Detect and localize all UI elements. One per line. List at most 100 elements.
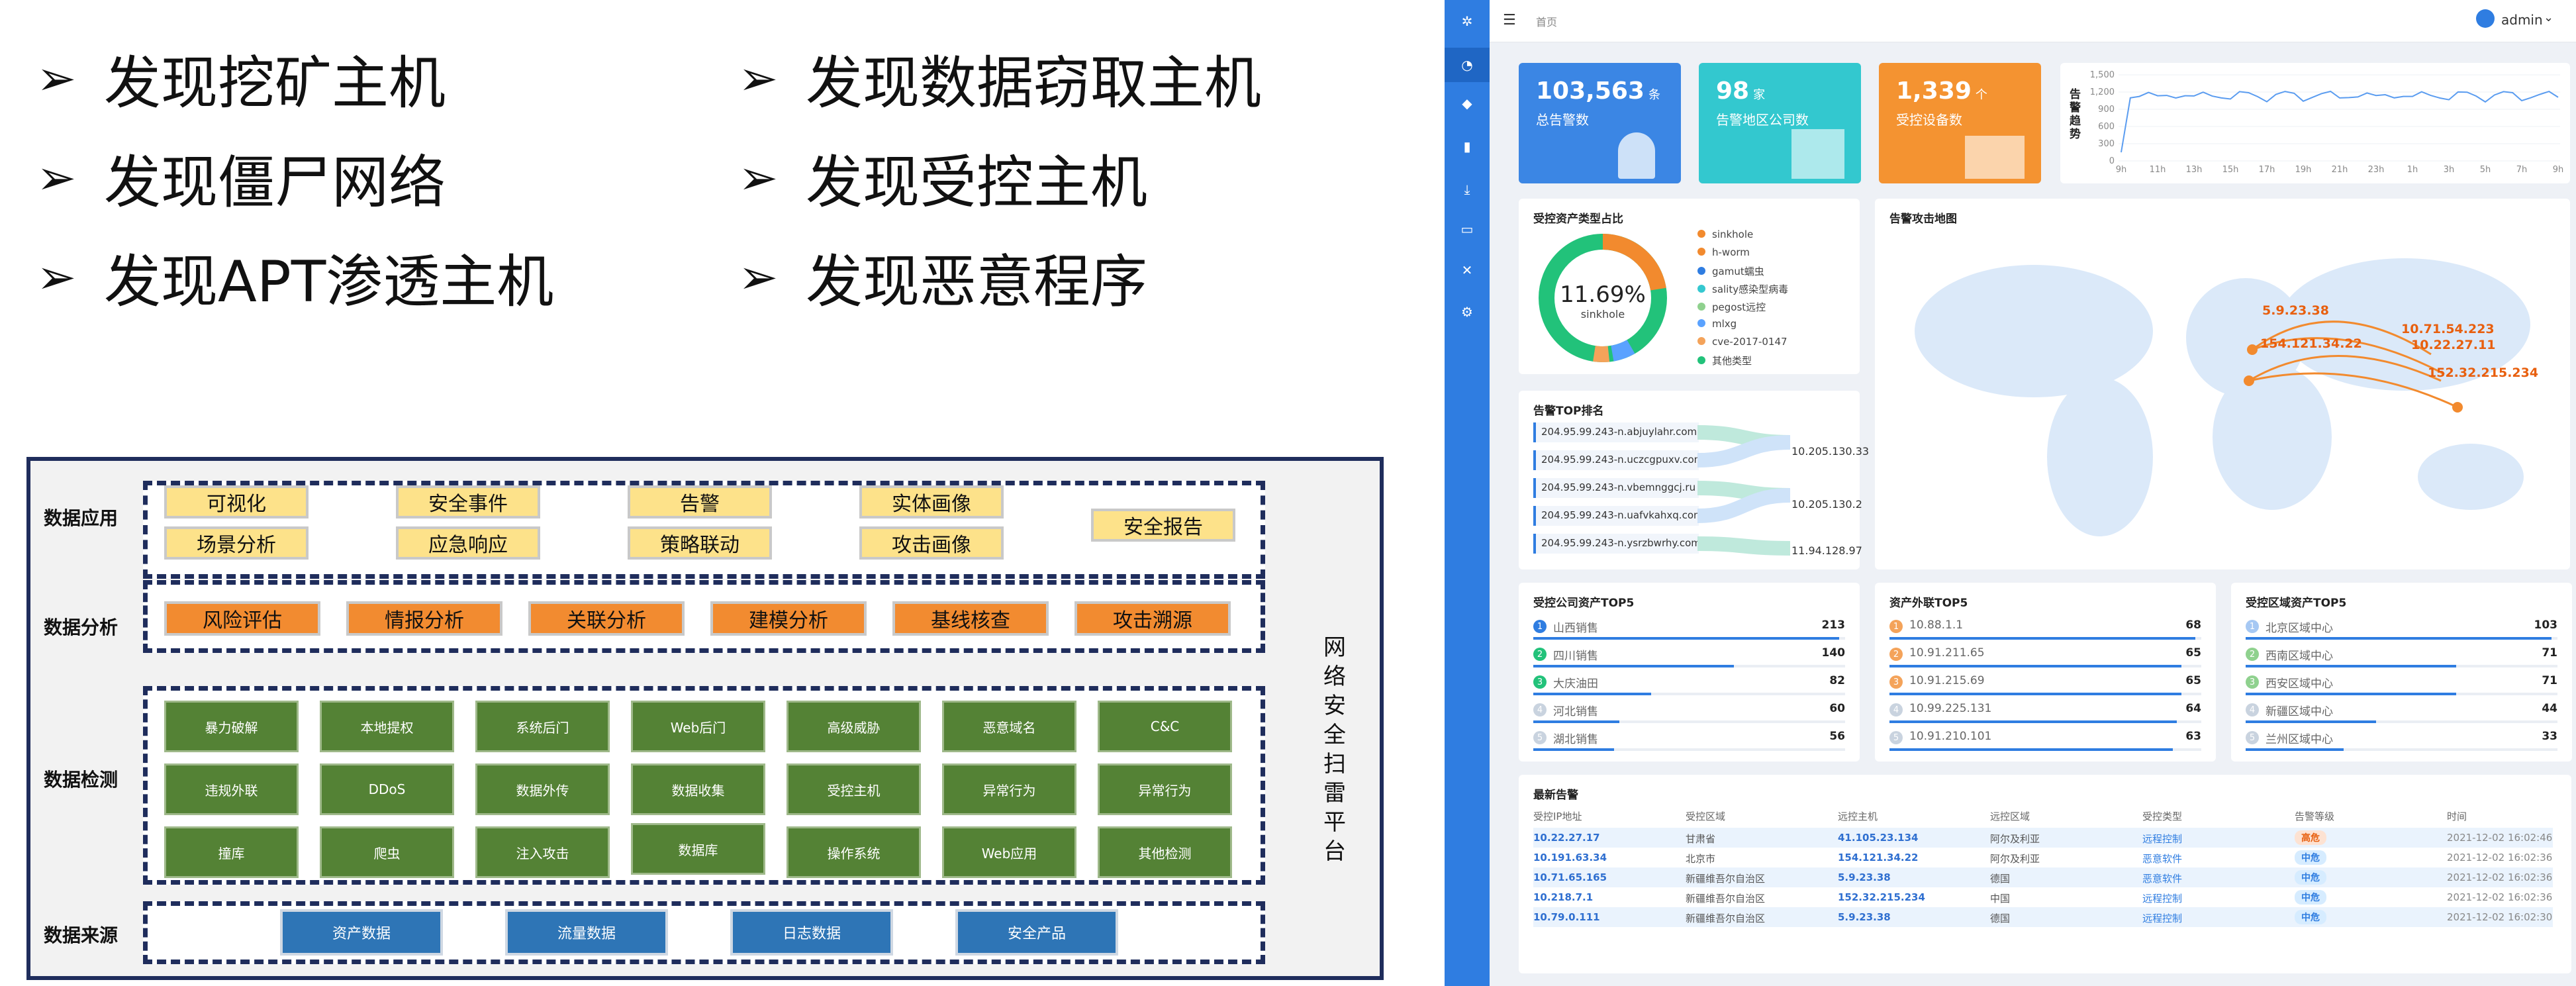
legend-item: pegost远控 (1697, 300, 1766, 314)
map-label-5: 152.32.215.234 (2428, 366, 2539, 380)
rank-index-badge: 5 (2246, 731, 2259, 744)
logo-icon[interactable]: ✲ (1461, 13, 1473, 29)
dashboard-icon[interactable]: ◔ (1445, 48, 1490, 82)
menu-toggle-icon[interactable]: ☰ (1503, 12, 1516, 28)
row-label-analysis: 数据分析 (44, 616, 119, 638)
top5-row: 3 10.91.215.69 65 (1889, 673, 2201, 699)
top5-name[interactable]: 10.91.210.101 (1909, 730, 1992, 743)
avatar[interactable] (2476, 9, 2495, 28)
table-row[interactable]: 10.71.65.165 新疆维吾尔自治区 5.9.23.38 德国 恶意软件 中危 202… (1533, 867, 2553, 887)
rank-index-badge: 4 (2246, 703, 2259, 716)
y-tick-label: 300 (2098, 139, 2115, 149)
top5-bar (1889, 693, 2201, 695)
box-traffic-data: 流量数据 (505, 909, 668, 956)
asset-type-card: 受控资产类型占比 11.69% sinkhole sinkhole h-worm g… (1519, 199, 1860, 374)
remote-host-link[interactable]: 41.105.23.134 (1838, 832, 1919, 844)
controlled-ip-link[interactable]: 10.79.0.111 (1533, 911, 1600, 923)
x-tick-label: 21h (2332, 165, 2348, 175)
donut-center-label: sinkhole (1580, 308, 1625, 320)
x-tick-label: 9h (2553, 165, 2563, 175)
top5-name[interactable]: 湖北销售 (1553, 733, 1598, 746)
top5-name[interactable]: 新疆区域中心 (2266, 705, 2333, 718)
table-cell: 远程控制 (2142, 912, 2183, 924)
controlled-ip-link[interactable]: 10.191.63.34 (1533, 852, 1607, 863)
top5-value: 68 (2185, 618, 2201, 632)
top5-bar-fill (1889, 637, 2195, 640)
table-cell: 新疆维吾尔自治区 (1686, 873, 1766, 885)
world-map (1915, 258, 2530, 536)
download-icon[interactable]: ⤓ (1464, 181, 1470, 197)
breadcrumb[interactable]: 首页 (1536, 16, 1558, 28)
top5-name[interactable]: 西安区域中心 (2266, 677, 2333, 691)
remote-host-link[interactable]: 154.121.34.22 (1838, 852, 1919, 863)
table-row[interactable]: 10.218.7.1 新疆维吾尔自治区 152.32.215.234 中国 远程控制 中危… (1533, 887, 2553, 907)
top5-bar (2246, 748, 2557, 751)
box-anomaly-2: 异常行为 (1098, 764, 1232, 815)
top5-name[interactable]: 兰州区域中心 (2266, 733, 2333, 746)
dashboard: ✲ ◔ ◆ ▮ ⤓ ▭ ✕ ⚙ ☰ 首页 admin ⌄ 103,563 条 总告… (1445, 0, 2576, 986)
legend-item: mlxg (1697, 318, 1737, 330)
table-cell: 2021-12-02 16:02:30 (2447, 911, 2553, 923)
box-correlation-analysis: 关联分析 (528, 601, 685, 636)
monitor-icon[interactable]: ▭ (1460, 221, 1474, 237)
y-tick-label: 1,200 (2090, 87, 2115, 97)
rank-item[interactable]: 204.95.99.243-n.uczcgpuxv.com (1533, 450, 1703, 470)
level-badge: 中危 (2295, 850, 2326, 865)
sidebar: ✲ ◔ ◆ ▮ ⤓ ▭ ✕ ⚙ (1445, 0, 1490, 986)
top5-name[interactable]: 10.91.215.69 (1909, 674, 1985, 687)
top5-bar (1533, 637, 1845, 640)
table-row[interactable]: 10.79.0.111 新疆维吾尔自治区 5.9.23.38 德国 远程控制 中危 2021… (1533, 907, 2553, 927)
table-row[interactable]: 10.22.27.17 甘肃省 41.105.23.134 阿尔及利亚 远程控制 高危 20… (1533, 828, 2553, 848)
top5-bar (1533, 748, 1845, 751)
rank-sankey (1697, 425, 1790, 556)
table-row[interactable]: 10.191.63.34 北京市 154.121.34.22 阿尔及利亚 恶意软件 中危 2… (1533, 848, 2553, 867)
alarm-level-cell: 中危 (2295, 850, 2326, 865)
arrow-icon: ➢ (36, 50, 77, 106)
controlled-ip-link[interactable]: 10.218.7.1 (1533, 891, 1594, 903)
controlled-ip-link[interactable]: 10.71.65.165 (1533, 871, 1607, 883)
box-anomaly-1: 异常行为 (942, 764, 1076, 815)
top5-bar (2246, 665, 2557, 667)
top5-name[interactable]: 山西销售 (1553, 622, 1598, 635)
alarm-trend-card: 告警趋势 1,500 1,200 900 600 300 0 9h 11h 13h 15h 17h 1… (2060, 63, 2570, 183)
controlled-ip-link[interactable]: 10.22.27.17 (1533, 832, 1600, 844)
top5-name[interactable]: 大庆油田 (1553, 677, 1598, 691)
remote-host-link[interactable]: 152.32.215.234 (1838, 891, 1925, 903)
top5-name[interactable]: 10.91.211.65 (1909, 646, 1985, 660)
top5-name[interactable]: 河北销售 (1553, 705, 1598, 718)
top5-name[interactable]: 10.99.225.131 (1909, 702, 1992, 715)
rank-item[interactable]: 204.95.99.243-n.uafvkahxq.com (1533, 506, 1703, 526)
box-alarm: 告警 (628, 485, 772, 518)
top5-bar-fill (1889, 665, 2182, 667)
table-cell: 德国 (1990, 873, 2011, 885)
bullet-4: ➢ 发现数据窃取主机 (738, 50, 1261, 117)
arrow-icon: ➢ (738, 248, 779, 305)
bullet-6: ➢ 发现恶意程序 (738, 248, 1147, 316)
top5-name[interactable]: 10.88.1.1 (1909, 618, 1964, 632)
top5-bar-fill (1889, 693, 2182, 695)
top5-name[interactable]: 西南区域中心 (2266, 650, 2333, 663)
chevron-down-icon[interactable]: ⌄ (2544, 11, 2554, 25)
box-brute-force: 暴力破解 (164, 701, 299, 752)
user-name[interactable]: admin (2501, 12, 2543, 28)
table-header-cell: 时间 (2447, 811, 2467, 822)
rank-item[interactable]: 204.95.99.243-n.vbemnggcj.ru (1533, 478, 1699, 498)
top5-value: 64 (2185, 702, 2201, 715)
rank-item[interactable]: 204.95.99.243-n.abjuylahr.com (1533, 422, 1699, 442)
box-apt: 高级威胁 (787, 701, 921, 752)
settings-icon[interactable]: ⚙ (1461, 304, 1473, 320)
top5-name[interactable]: 四川销售 (1553, 650, 1598, 663)
top5-bar (2246, 720, 2557, 723)
alarm-light-icon (1618, 132, 1655, 179)
box-security-report: 安全报告 (1091, 509, 1235, 542)
table-cell: 阿尔及利亚 (1990, 833, 2040, 845)
top5-name[interactable]: 北京区域中心 (2266, 622, 2333, 635)
rank-item[interactable]: 204.95.99.243-n.ysrzbwrhy.com (1533, 534, 1701, 554)
chart-icon[interactable]: ▮ (1463, 138, 1471, 154)
remote-host-link[interactable]: 5.9.23.38 (1838, 911, 1891, 923)
asset-icon[interactable]: ◆ (1462, 95, 1472, 111)
tools-icon[interactable]: ✕ (1461, 262, 1473, 278)
top5-value: 65 (2185, 674, 2201, 687)
table-cell: 甘肃省 (1686, 833, 1716, 845)
remote-host-link[interactable]: 5.9.23.38 (1838, 871, 1891, 883)
